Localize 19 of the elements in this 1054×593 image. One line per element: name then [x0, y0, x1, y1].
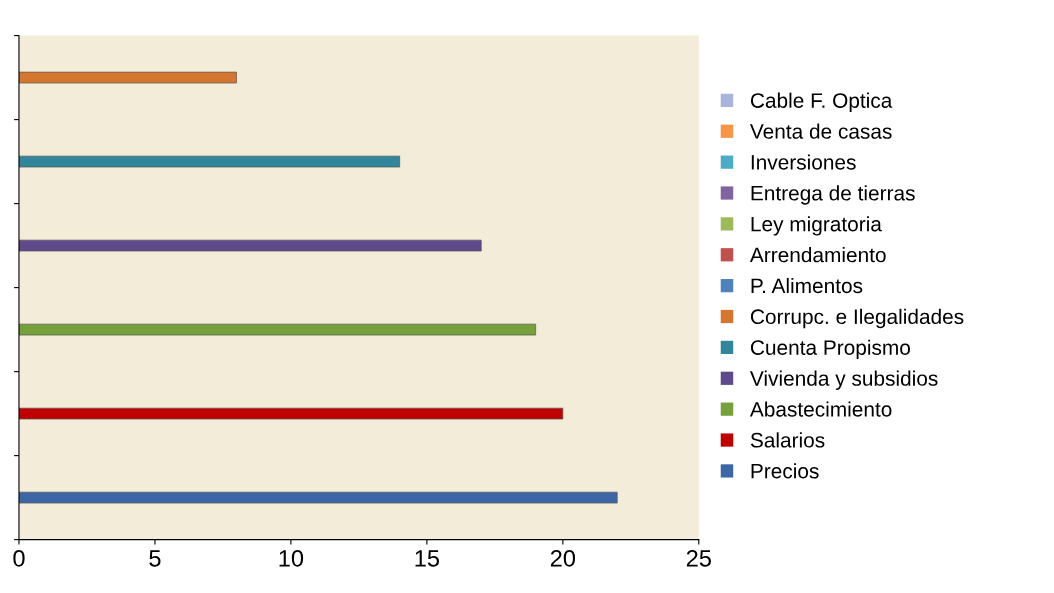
x-tick-label: 25 [686, 549, 711, 567]
legend-label: Cuenta Propismo [750, 339, 910, 360]
x-tick-label: 0 [13, 549, 25, 567]
legend-label: Cable F. Optica [750, 92, 893, 113]
legend-label: Entrega de tierras [751, 185, 915, 205]
legend-label: Vivienda y subsidios [749, 370, 938, 390]
legend-label: Arrendamiento [749, 247, 886, 263]
legend-label: Abastecimiento [749, 401, 892, 417]
legend-label: Ley migratoria [751, 216, 882, 236]
legend-label: Inversiones [751, 154, 856, 170]
x-tick-label: 15 [415, 550, 440, 567]
x-tick-label: 10 [279, 549, 304, 567]
legend-label: Corrupc. e Ilegalidades [750, 308, 964, 329]
legend-label: Salarios [750, 432, 825, 448]
legend-label: Venta de casas [749, 123, 892, 139]
legend-label: P. Alimentos [751, 277, 863, 294]
legend-label: Precios [751, 463, 819, 479]
x-tick-label: 5 [149, 550, 161, 567]
x-tick-label: 20 [550, 549, 576, 567]
